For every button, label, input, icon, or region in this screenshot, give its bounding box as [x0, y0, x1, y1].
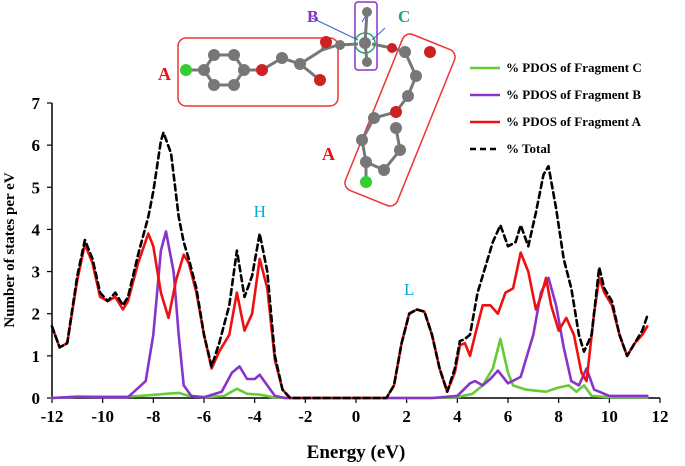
molecule-inset: A A B C	[158, 1, 456, 207]
y-axis-label: Number of states per eV	[2, 172, 18, 327]
y-tick-label: 4	[32, 220, 41, 239]
legend-label-c: % PDOS of Fragment C	[506, 60, 642, 75]
fragment-label-a-left: A	[158, 64, 171, 84]
x-tick-label: -2	[298, 407, 312, 426]
x-tick-label: 2	[402, 407, 411, 426]
fragment-a-box-right	[344, 33, 456, 207]
fragment-label-c: C	[398, 7, 410, 26]
y-tick-label: 1	[32, 347, 41, 366]
x-tick-label: -6	[197, 407, 211, 426]
series-lines	[50, 131, 649, 400]
y-tick-label: 5	[32, 178, 41, 197]
y-tick-label: 6	[32, 136, 41, 155]
x-tick-label: -8	[146, 407, 160, 426]
x-tick-label: -12	[41, 407, 64, 426]
annotation-h: H	[254, 202, 266, 221]
fragment-a-box-left	[177, 37, 339, 107]
y-tick-label: 3	[32, 263, 41, 282]
y-tick-label: 2	[32, 305, 41, 324]
fragment-label-b: B	[307, 7, 318, 26]
x-tick-label: 4	[453, 407, 462, 426]
x-tick-label: 0	[352, 407, 361, 426]
y-tick-label: 0	[32, 389, 41, 408]
x-tick-label: 6	[504, 407, 513, 426]
y-tick-label: 7	[32, 94, 41, 113]
legend-entry-a: % PDOS of Fragment A	[470, 114, 642, 129]
series-line-3	[50, 131, 649, 400]
legend-label-a: % PDOS of Fragment A	[506, 114, 642, 129]
annotation-l: L	[404, 280, 414, 299]
fragment-label-a-right: A	[322, 144, 335, 164]
x-tick-label: 12	[652, 407, 669, 426]
x-tick-label: -10	[91, 407, 114, 426]
x-tick-label: 8	[554, 407, 563, 426]
legend-entry-c: % PDOS of Fragment C	[470, 60, 642, 75]
legend: % PDOS of Fragment C % PDOS of Fragment …	[470, 60, 642, 156]
legend-entry-total: % Total	[470, 141, 551, 156]
legend-label-b: % PDOS of Fragment B	[506, 87, 641, 102]
x-tick-label: -4	[248, 407, 263, 426]
x-tick-label: 10	[601, 407, 618, 426]
series-line-0	[50, 337, 649, 400]
annotations: HL	[254, 202, 415, 299]
legend-label-total: % Total	[506, 141, 551, 156]
x-axis-label: Energy (eV)	[307, 442, 406, 463]
legend-entry-b: % PDOS of Fragment B	[470, 87, 641, 102]
